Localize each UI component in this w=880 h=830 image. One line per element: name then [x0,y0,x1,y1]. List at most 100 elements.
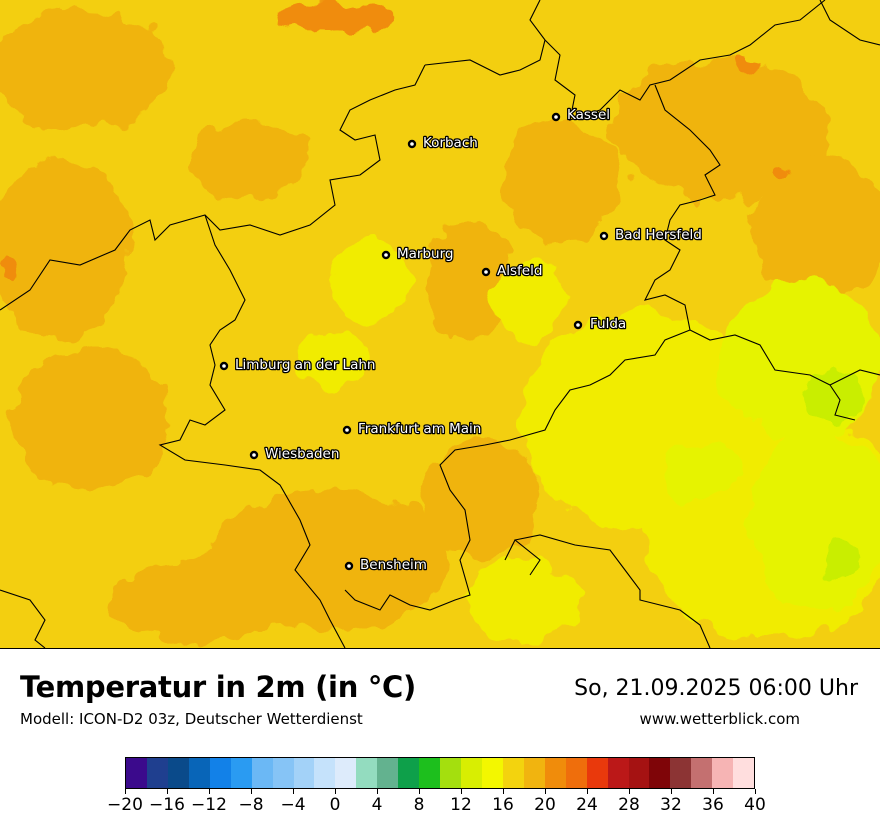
hesse-border [514,534,711,648]
city-dot [599,231,609,241]
colorbar-segment [146,758,168,788]
city-bensheim[interactable]: Bensheim [344,556,428,574]
city-bad-hersfeld[interactable]: Bad Hersfeld [599,226,703,244]
colorbar-segment [230,758,252,788]
colorbar-segment [712,758,734,788]
colorbar-tick [754,789,756,794]
colorbar-tick [628,789,630,794]
colorbar-tick [208,789,210,794]
hot-areas [0,4,795,280]
colorbar-tick-label: 40 [744,795,766,815]
city-frankfurt-am-main[interactable]: Frankfurt am Main [342,420,483,438]
colorbar-tick-label: 12 [450,795,472,815]
colorbar-tick-label: 20 [534,795,556,815]
colorbar-tick-label: −12 [191,795,227,815]
city-label: Alsfeld [497,263,542,279]
colorbar-tick [460,789,462,794]
temperature-colorbar [125,757,755,789]
colorbar-tick-label: 32 [660,795,682,815]
city-label: Korbach [423,135,478,151]
colorbar-tick-label: −4 [280,795,306,815]
city-label: Bad Hersfeld [615,227,702,243]
colorbar-tick-label: 16 [492,795,514,815]
hesse-border [829,384,856,421]
city-dot [551,112,561,122]
hesse-border [819,0,880,46]
city-dot [342,425,352,435]
colorbar-ticks: −20 −16 −12 −8 −4 0 4 8 12 16 20 24 28 32 36 40 [107,789,766,819]
hesse-border [0,64,426,311]
colorbar-segment [628,758,650,788]
colorbar-tick [418,789,420,794]
model-info: Modell: ICON-D2 03z, Deutscher Wetterdie… [20,710,363,728]
colorbar-tick-label: 8 [413,795,425,815]
colorbar-segment [691,758,713,788]
colorbar-segment [440,758,461,788]
colorbar-tick [250,789,252,794]
colorbar-tick [292,789,294,794]
colorbar-tick-label: 28 [618,795,640,815]
city-dot [219,361,229,371]
city-label: Fulda [590,316,626,332]
colorbar-segment [398,758,420,788]
state-borders [0,0,880,648]
colorbar-tick [544,789,546,794]
city-dot [481,267,491,277]
city-label: Marburg [397,246,453,262]
colorbar-tick [586,789,588,794]
colorbar-segment [335,758,357,788]
colorbar-segment [293,758,315,788]
colorbar-tick-label: 0 [329,795,341,815]
colorbar-tick [124,789,126,794]
colorbar-segment [377,758,399,788]
city-label: Frankfurt am Main [358,421,481,437]
city-korbach[interactable]: Korbach [407,134,479,152]
colorbar-tick [376,789,378,794]
map-title: Temperatur in 2m (in °C) [20,670,416,704]
city-wiesbaden[interactable]: Wiesbaden [249,445,341,463]
city-dot [573,320,583,330]
map-svg: Kassel Korbach Bad Hersfeld Marburg Alsf… [0,0,880,648]
colorbar-tick-label: 36 [702,795,724,815]
colorbar-tick [166,789,168,794]
colorbar-segment [733,758,755,788]
colorbar-segment [126,758,147,788]
hesse-border [504,539,541,576]
city-marburg[interactable]: Marburg [381,245,455,263]
colorbar-tick-label: 4 [371,795,383,815]
colorbar-segment [670,758,692,788]
city-dot [381,250,391,260]
website-link[interactable]: www.wetterblick.com [639,710,800,728]
colorbar-tick [502,789,504,794]
colorbar-tick [670,789,672,794]
colorbar-segment [188,758,210,788]
colorbar-segment [167,758,189,788]
colorbar-tick-label: −20 [107,795,143,815]
colorbar-segment [251,758,273,788]
colorbar-segment [314,758,336,788]
city-fulda[interactable]: Fulda [573,315,627,333]
colorbar-segment [607,758,629,788]
colorbar-tick [334,789,336,794]
colorbar-tick-label: 24 [576,795,598,815]
city-alsfeld[interactable]: Alsfeld [481,262,544,280]
city-kassel[interactable]: Kassel [551,106,611,124]
colorbar-segment [461,758,482,788]
colorbar-segment [209,758,231,788]
colorbar-tick-label: −16 [149,795,185,815]
city-markers: Kassel Korbach Bad Hersfeld Marburg Alsf… [219,106,703,574]
hesse-border [0,589,46,648]
hesse-border [529,0,826,121]
city-dot [407,139,417,149]
temperature-map: Kassel Korbach Bad Hersfeld Marburg Alsf… [0,0,880,649]
city-limburg-an-der-lahn[interactable]: Limburg an der Lahn [219,356,377,374]
hesse-border [344,329,691,611]
colorbar-segment [544,758,566,788]
hesse-border [643,84,880,386]
forecast-datetime: So, 21.09.2025 06:00 Uhr [574,676,858,701]
colorbar-segment [356,758,378,788]
city-label: Limburg an der Lahn [235,357,375,373]
colorbar-segment [272,758,294,788]
city-label: Kassel [567,107,610,123]
colorbar-segment [586,758,608,788]
